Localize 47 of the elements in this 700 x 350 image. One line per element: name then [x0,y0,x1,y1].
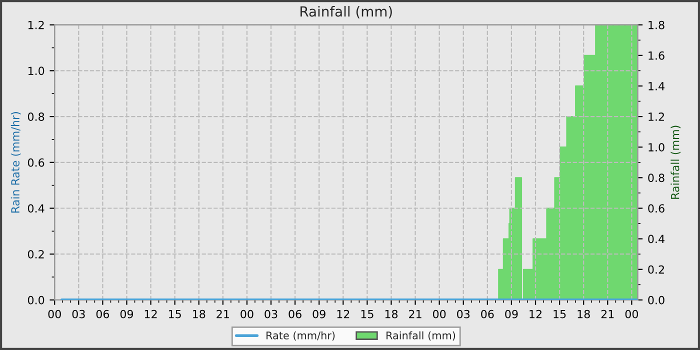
x-tick-label: 09 [120,310,134,318]
y-tick-label: 0.6 [28,158,44,167]
x-tick-label: 18 [578,310,590,318]
y-tick-label: 0.8 [28,112,44,121]
y2-tick-label: 0.8 [648,174,664,182]
x-tick-label: 06 [481,310,494,318]
y2-tick-label: 0.6 [648,204,664,213]
y-tick-label: 0.4 [28,204,44,213]
y2-tick-label: 1.6 [648,51,664,60]
x-tick-label: 06 [96,310,110,318]
x-tick-label: 00 [240,310,254,318]
y2-tick-label: 1.2 [648,112,664,121]
y2-tick-label: 0.4 [648,234,664,244]
y2-tick-label: 0.0 [648,296,664,304]
x-tick-label: 15 [361,310,374,318]
x-tick-label: 12 [337,310,350,318]
y-tick-label: 0.2 [28,250,44,258]
y2-axis-title: Rainfall (mm) [670,126,681,199]
x-tick-label: 00 [625,310,638,318]
x-tick-label: 21 [409,310,422,318]
x-tick-label: 18 [385,310,398,318]
y-axis-title: Rain Rate (mm/hr) [10,112,21,213]
x-tick-label: 03 [457,310,470,318]
legend-label: Rainfall (mm) [386,331,456,341]
x-tick-label: 03 [264,310,278,318]
x-tick-label: 12 [144,310,157,318]
y2-tick-label: 1.8 [648,20,664,30]
y2-tick-label: 1.4 [648,82,664,90]
x-tick-label: 09 [312,310,326,318]
x-tick-label: 00 [48,310,61,318]
x-tick-label: 21 [601,310,614,318]
x-tick-label: 00 [432,310,446,318]
x-tick-label: 15 [554,310,566,318]
x-tick-label: 03 [72,310,85,318]
x-tick-label: 12 [530,310,542,318]
x-tick-label: 21 [216,310,229,318]
y-tick-label: 1.0 [28,66,44,76]
y-tick-label: 0.0 [28,296,44,304]
x-tick-label: 15 [168,310,181,318]
x-tick-label: 06 [288,310,302,318]
y-tick-label: 1.2 [28,20,44,30]
legend-label: Rate (mm/hr) [266,331,335,341]
y2-tick-label: 1.0 [648,143,664,152]
x-tick-label: 18 [193,310,206,318]
chart-title: Rainfall (mm) [300,6,392,18]
x-tick-label: 09 [505,310,518,318]
y2-tick-label: 0.2 [648,265,664,274]
